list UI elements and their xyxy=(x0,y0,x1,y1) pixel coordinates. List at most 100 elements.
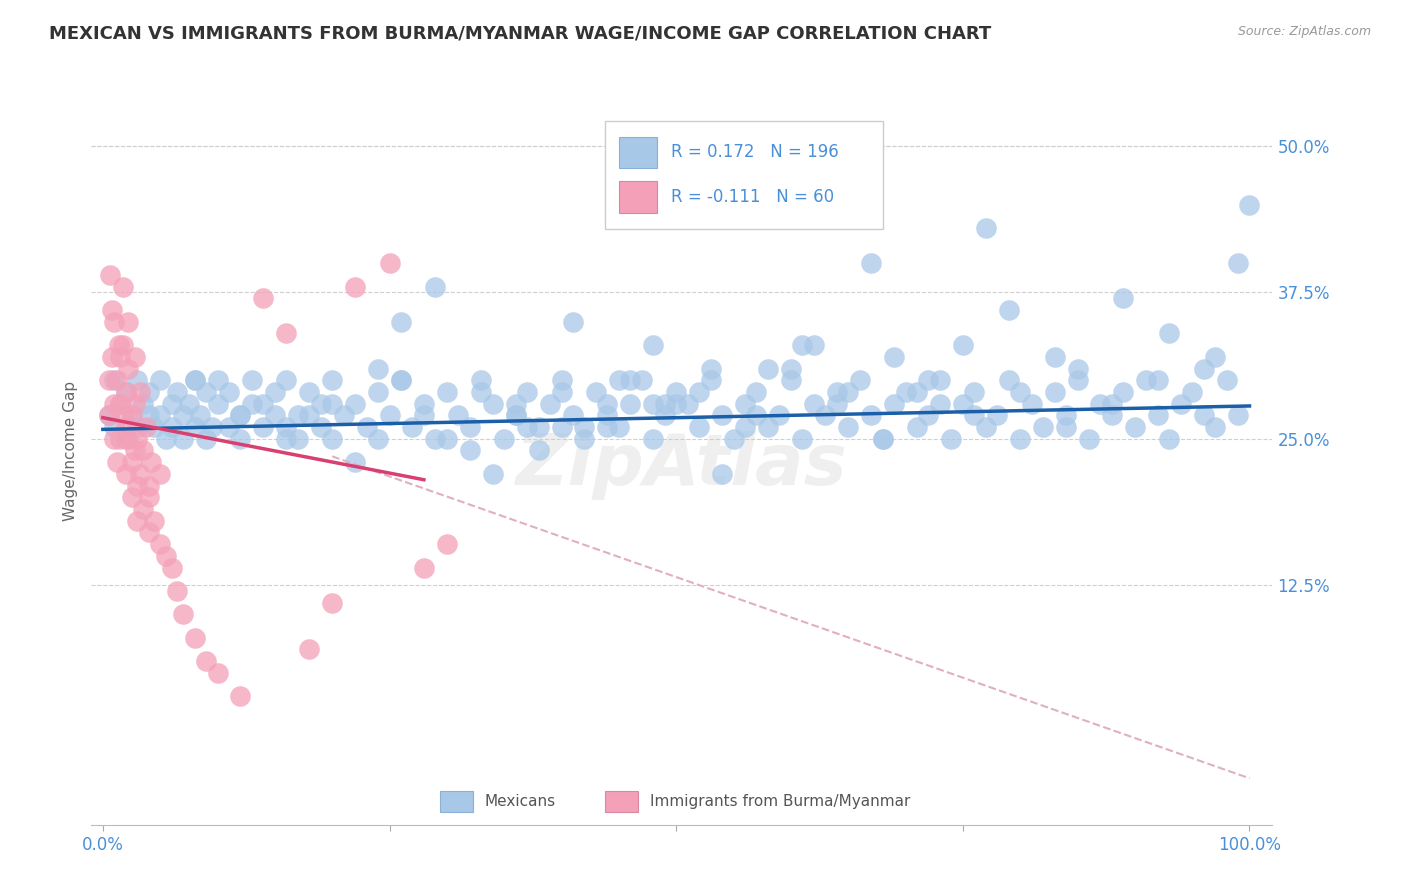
Text: Immigrants from Burma/Myanmar: Immigrants from Burma/Myanmar xyxy=(650,794,911,809)
Point xyxy=(1159,326,1181,341)
Point xyxy=(149,537,172,551)
FancyBboxPatch shape xyxy=(605,120,883,229)
Point xyxy=(1054,409,1077,423)
Point xyxy=(276,373,298,387)
Point xyxy=(917,409,939,423)
Point xyxy=(108,396,131,410)
Point xyxy=(276,326,298,341)
Point xyxy=(97,373,120,387)
Point xyxy=(229,690,252,704)
Point xyxy=(447,409,470,423)
Point xyxy=(792,432,814,446)
Point xyxy=(562,315,585,329)
Point xyxy=(1227,256,1250,270)
Point xyxy=(321,373,343,387)
Point xyxy=(101,350,124,364)
Text: MEXICAN VS IMMIGRANTS FROM BURMA/MYANMAR WAGE/INCOME GAP CORRELATION CHART: MEXICAN VS IMMIGRANTS FROM BURMA/MYANMAR… xyxy=(49,25,991,43)
Point xyxy=(298,384,321,399)
Point xyxy=(1159,432,1181,446)
Point xyxy=(114,384,136,399)
Point xyxy=(894,384,917,399)
Point xyxy=(1170,396,1192,410)
Point xyxy=(481,396,503,410)
Point xyxy=(229,432,252,446)
Point xyxy=(138,490,160,504)
Bar xyxy=(605,790,638,812)
Point xyxy=(105,455,128,469)
Point xyxy=(121,409,143,423)
Point xyxy=(160,420,183,434)
Point xyxy=(803,396,825,410)
Point xyxy=(436,432,458,446)
Point xyxy=(803,338,825,352)
Point xyxy=(883,396,905,410)
Point xyxy=(138,525,160,540)
Point xyxy=(585,384,607,399)
Point xyxy=(768,409,790,423)
Point xyxy=(665,396,688,410)
Point xyxy=(860,409,883,423)
Point xyxy=(252,291,274,305)
Text: Source: ZipAtlas.com: Source: ZipAtlas.com xyxy=(1237,25,1371,38)
Text: ZipAtlas: ZipAtlas xyxy=(516,431,848,500)
Point xyxy=(121,409,143,423)
Point xyxy=(108,396,131,410)
Point xyxy=(413,409,436,423)
Point xyxy=(1101,396,1123,410)
Point xyxy=(458,443,481,458)
Point xyxy=(1146,409,1168,423)
Point xyxy=(1043,350,1066,364)
Point xyxy=(367,432,389,446)
Point xyxy=(127,478,149,492)
Point xyxy=(117,361,139,376)
Point xyxy=(1101,409,1123,423)
Point xyxy=(1010,432,1032,446)
Point xyxy=(195,432,218,446)
Point xyxy=(263,384,285,399)
Point xyxy=(287,432,309,446)
Point xyxy=(792,338,814,352)
Point xyxy=(218,420,240,434)
Point xyxy=(332,409,354,423)
Point xyxy=(527,443,550,458)
Point xyxy=(619,396,641,410)
Point xyxy=(101,302,124,317)
Point xyxy=(837,384,859,399)
Point xyxy=(1090,396,1112,410)
Point xyxy=(389,373,412,387)
Point xyxy=(108,338,131,352)
Point xyxy=(905,384,928,399)
Point xyxy=(643,396,665,410)
Point xyxy=(160,560,183,574)
Point xyxy=(321,596,343,610)
Point xyxy=(378,256,401,270)
Point xyxy=(596,420,619,434)
Point xyxy=(1181,384,1204,399)
Point xyxy=(711,409,734,423)
Point xyxy=(837,420,859,434)
Point xyxy=(607,373,630,387)
Point xyxy=(143,514,166,528)
Point xyxy=(1066,373,1088,387)
Point xyxy=(108,350,131,364)
Point xyxy=(321,396,343,410)
Point xyxy=(963,384,986,399)
Point xyxy=(117,432,139,446)
Point xyxy=(470,373,492,387)
Point xyxy=(124,396,146,410)
Point xyxy=(699,361,721,376)
Point xyxy=(963,409,986,423)
Point xyxy=(1204,420,1226,434)
Point xyxy=(676,396,699,410)
Point xyxy=(494,432,516,446)
Point xyxy=(1146,373,1168,387)
Point xyxy=(321,432,343,446)
Point xyxy=(117,315,139,329)
Point xyxy=(814,409,837,423)
Point xyxy=(135,420,157,434)
Point xyxy=(97,409,120,423)
Point xyxy=(201,420,224,434)
Point xyxy=(166,584,188,599)
Point xyxy=(252,420,274,434)
Point xyxy=(745,384,768,399)
